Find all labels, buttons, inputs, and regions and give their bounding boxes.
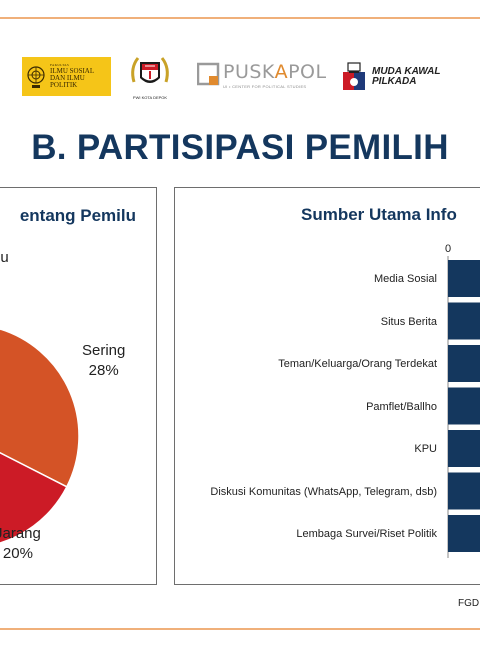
puskapol-word-c: POL (288, 61, 327, 83)
bar-4 (448, 430, 480, 467)
bar-3 (448, 387, 480, 425)
mkp-line2: PILKADA (372, 76, 417, 87)
pwi-logo: PWI KOTA DEPOK (124, 52, 176, 102)
bar-2 (448, 345, 480, 382)
puskapol-wordmark: PUSKAPOL (223, 61, 327, 83)
top-rule (0, 17, 480, 19)
fisip-ui-line2: DAN ILMU (50, 73, 85, 82)
muda-kawal-pilkada-logo: MUDA KAWAL PILKADA (341, 60, 453, 94)
ballot-box-icon (343, 62, 365, 90)
bar-chart-title: Sumber Utama Info (301, 205, 457, 224)
bar-label-5: Diskusi Komunitas (WhatsApp, Telegram, d… (210, 485, 437, 498)
makara-crest-icon (27, 65, 45, 88)
pie-chart-svg (0, 328, 80, 544)
pie-slice-1 (0, 328, 80, 488)
page-title: B. PARTISIPASI PEMILIH (31, 128, 449, 167)
puskapol-logo: PUSKAPOL UI • CENTER FOR POLITICAL STUDI… (197, 60, 329, 94)
pie-label-sering-name: Sering (82, 342, 126, 359)
x-axis-tick-0: 0 (445, 243, 452, 255)
bar-1 (448, 302, 480, 340)
pie-slice-2 (0, 451, 68, 544)
bar-label-0: Media Sosial (374, 273, 437, 285)
pie-chart-panel: entang Pemilu lu Sering 28% Jarang 20% (0, 187, 157, 585)
puskapol-word-a: PUSK (223, 61, 275, 83)
bar-0 (448, 260, 480, 297)
pie-label-sering-value: 28% (88, 361, 119, 379)
fisip-ui-text: FAKULTAS ILMU SOSIAL DAN ILMU POLITIK (50, 64, 94, 89)
pwi-caption: PWI KOTA DEPOK (132, 95, 168, 100)
bottom-rule (0, 628, 480, 630)
mkp-text: MUDA KAWAL PILKADA (372, 65, 441, 88)
pwi-emblem-icon (131, 57, 169, 83)
fisip-ui-logo: FAKULTAS ILMU SOSIAL DAN ILMU POLITIK (22, 57, 111, 96)
bar-label-3: Pamflet/Ballho (366, 400, 437, 413)
bar-label-2: Teman/Keluarga/Orang Terdekat (278, 358, 437, 370)
pie-label-lu: lu (0, 248, 9, 268)
fisip-ui-line1: ILMU SOSIAL (50, 66, 95, 75)
source-note: FGD (458, 598, 480, 609)
fisip-ui-line3: POLITIK (50, 80, 78, 89)
pie-label-jarang: Jarang 20% (0, 524, 41, 563)
bar-label-1: Situs Berita (380, 315, 437, 328)
mkp-line1: MUDA KAWAL (372, 65, 441, 77)
pie-chart-title: entang Pemilu (19, 206, 136, 225)
bar-label-6: Lembaga Survei/Riset Politik (296, 528, 437, 540)
pie-label-lu-name: lu (0, 249, 9, 266)
bar-chart-panel: Sumber Utama Info 0 Media Sosial Situs Be… (174, 187, 480, 585)
bar-chart-svg (447, 256, 480, 558)
pie-label-jarang-name: Jarang (0, 525, 41, 542)
bar-6 (448, 515, 480, 552)
pie-label-sering: Sering 28% (82, 341, 125, 380)
pie-label-jarang-value: 20% (2, 544, 33, 562)
bar-label-4: KPU (414, 443, 437, 455)
puskapol-mark-icon (197, 62, 220, 86)
puskapol-word-b: A (274, 61, 289, 83)
fisip-ui-small: FAKULTAS (50, 63, 70, 68)
puskapol-subtitle: UI • CENTER FOR POLITICAL STUDIES (223, 84, 307, 89)
bar-5 (448, 472, 480, 510)
